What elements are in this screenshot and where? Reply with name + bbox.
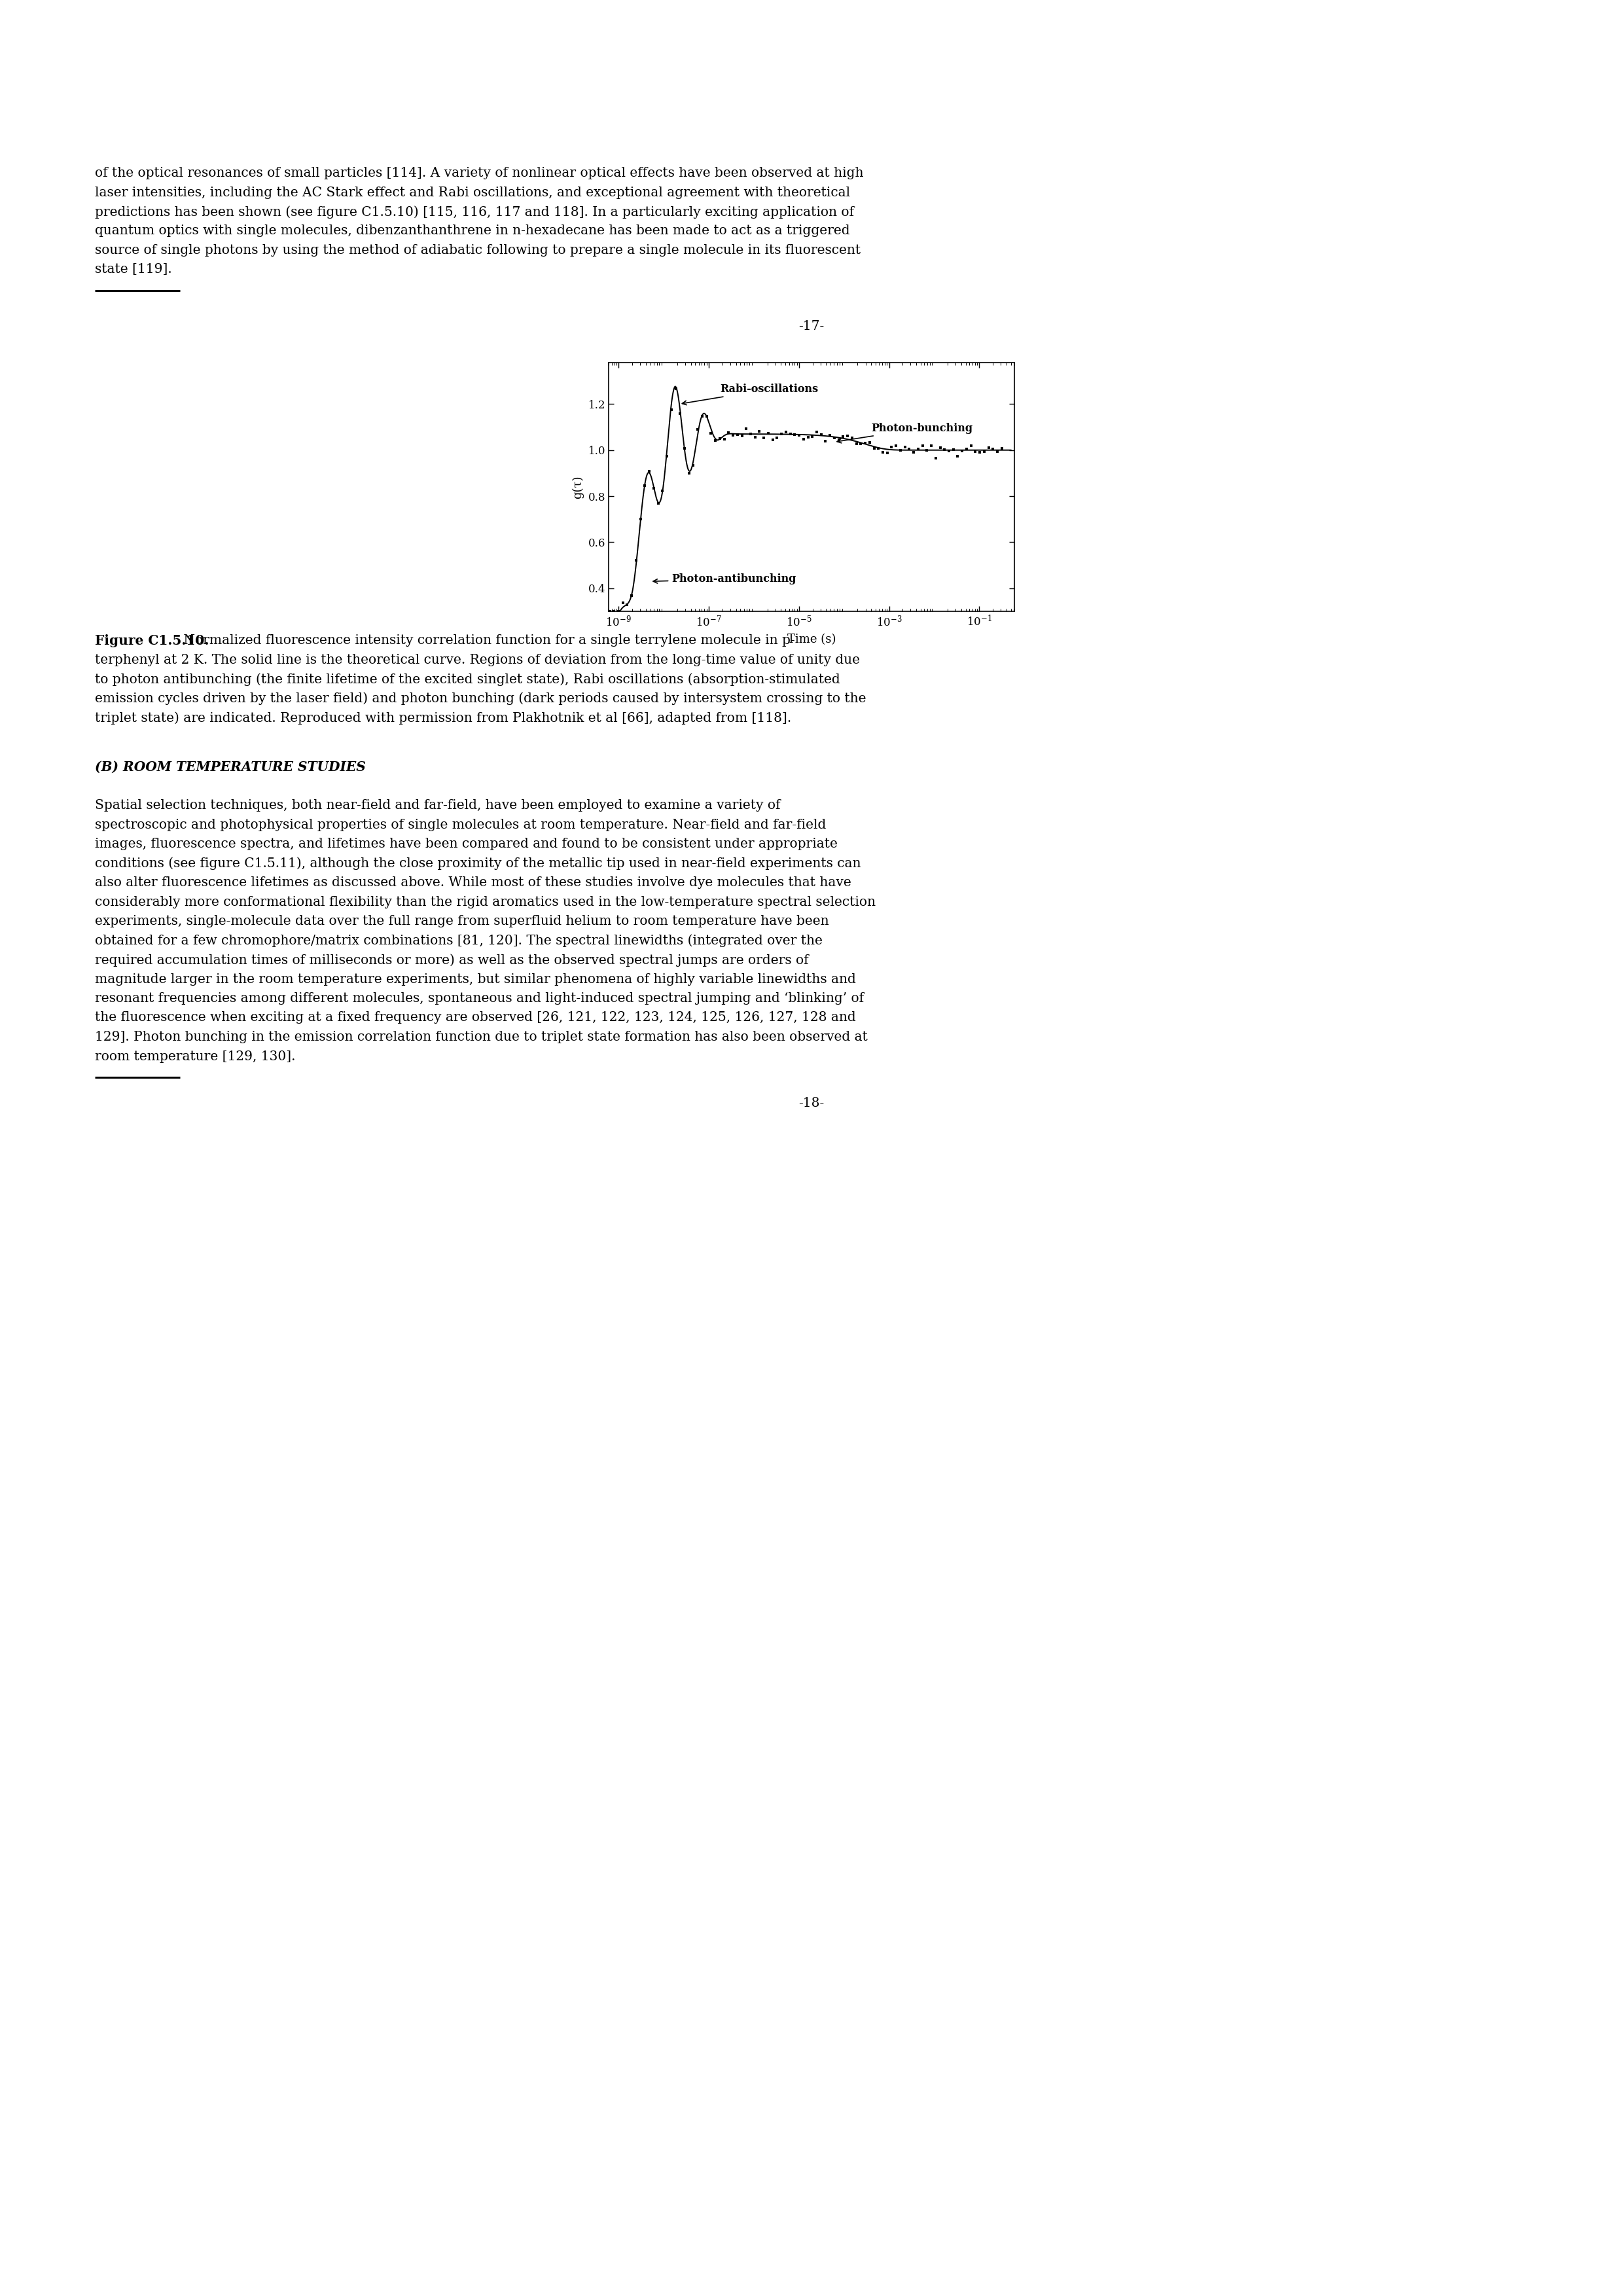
Text: -18-: -18- (799, 1097, 824, 1109)
Text: 129]. Photon bunching in the emission correlation function due to triplet state : 129]. Photon bunching in the emission co… (94, 1031, 868, 1042)
Text: obtained for a few chromophore/matrix combinations [81, 120]. The spectral linew: obtained for a few chromophore/matrix co… (94, 934, 823, 948)
Text: Rabi-oscillations: Rabi-oscillations (682, 383, 818, 404)
Text: Figure C1.5.10.: Figure C1.5.10. (94, 634, 209, 647)
Text: terphenyl at 2 K. The solid line is the theoretical curve. Regions of deviation : terphenyl at 2 K. The solid line is the … (94, 654, 860, 666)
Text: also alter fluorescence lifetimes as discussed above. While most of these studie: also alter fluorescence lifetimes as dis… (94, 877, 850, 889)
Text: Spatial selection techniques, both near-field and far-field, have been employed : Spatial selection techniques, both near-… (94, 799, 781, 810)
Text: Normalized fluorescence intensity correlation function for a single terrylene mo: Normalized fluorescence intensity correl… (179, 634, 795, 647)
Text: emission cycles driven by the laser field) and photon bunching (dark periods cau: emission cycles driven by the laser fiel… (94, 691, 867, 705)
Text: Photon-antibunching: Photon-antibunching (652, 574, 797, 585)
Text: -17-: -17- (799, 319, 824, 333)
Text: required accumulation times of milliseconds or more) as well as the observed spe: required accumulation times of milliseco… (94, 953, 808, 967)
Text: of the optical resonances of small particles [114]. A variety of nonlinear optic: of the optical resonances of small parti… (94, 168, 863, 179)
Text: room temperature [129, 130].: room temperature [129, 130]. (94, 1049, 295, 1063)
Text: images, fluorescence spectra, and lifetimes have been compared and found to be c: images, fluorescence spectra, and lifeti… (94, 838, 837, 850)
Text: considerably more conformational flexibility than the rigid aromatics used in th: considerably more conformational flexibi… (94, 895, 876, 909)
Text: to photon antibunching (the finite lifetime of the excited singlet state), Rabi : to photon antibunching (the finite lifet… (94, 673, 841, 687)
Text: spectroscopic and photophysical properties of single molecules at room temperatu: spectroscopic and photophysical properti… (94, 817, 826, 831)
Text: conditions (see figure C1.5.11), although the close proximity of the metallic ti: conditions (see figure C1.5.11), althoug… (94, 856, 860, 870)
Text: magnitude larger in the room temperature experiments, but similar phenomena of h: magnitude larger in the room temperature… (94, 974, 855, 985)
Text: (B) ROOM TEMPERATURE STUDIES: (B) ROOM TEMPERATURE STUDIES (94, 760, 365, 774)
Text: resonant frequencies among different molecules, spontaneous and light-induced sp: resonant frequencies among different mol… (94, 992, 863, 1006)
Text: quantum optics with single molecules, dibenzanthanthrene in n-hexadecane has bee: quantum optics with single molecules, di… (94, 225, 850, 236)
Text: the fluorescence when exciting at a fixed frequency are observed [26, 121, 122, : the fluorescence when exciting at a fixe… (94, 1013, 855, 1024)
Text: Photon-bunching: Photon-bunching (837, 422, 972, 443)
X-axis label: Time (s): Time (s) (787, 634, 836, 645)
Text: state [119].: state [119]. (94, 264, 172, 276)
Text: predictions has been shown (see figure C1.5.10) [115, 116, 117 and 118]. In a pa: predictions has been shown (see figure C… (94, 207, 854, 218)
Text: triplet state) are indicated. Reproduced with permission from Plakhotnik et al [: triplet state) are indicated. Reproduced… (94, 712, 792, 723)
Text: experiments, single-molecule data over the full range from superfluid helium to : experiments, single-molecule data over t… (94, 916, 829, 928)
Text: source of single photons by using the method of adiabatic following to prepare a: source of single photons by using the me… (94, 243, 860, 257)
Y-axis label: g(τ): g(τ) (571, 475, 584, 498)
Text: laser intensities, including the AC Stark effect and Rabi oscillations, and exce: laser intensities, including the AC Star… (94, 186, 850, 200)
